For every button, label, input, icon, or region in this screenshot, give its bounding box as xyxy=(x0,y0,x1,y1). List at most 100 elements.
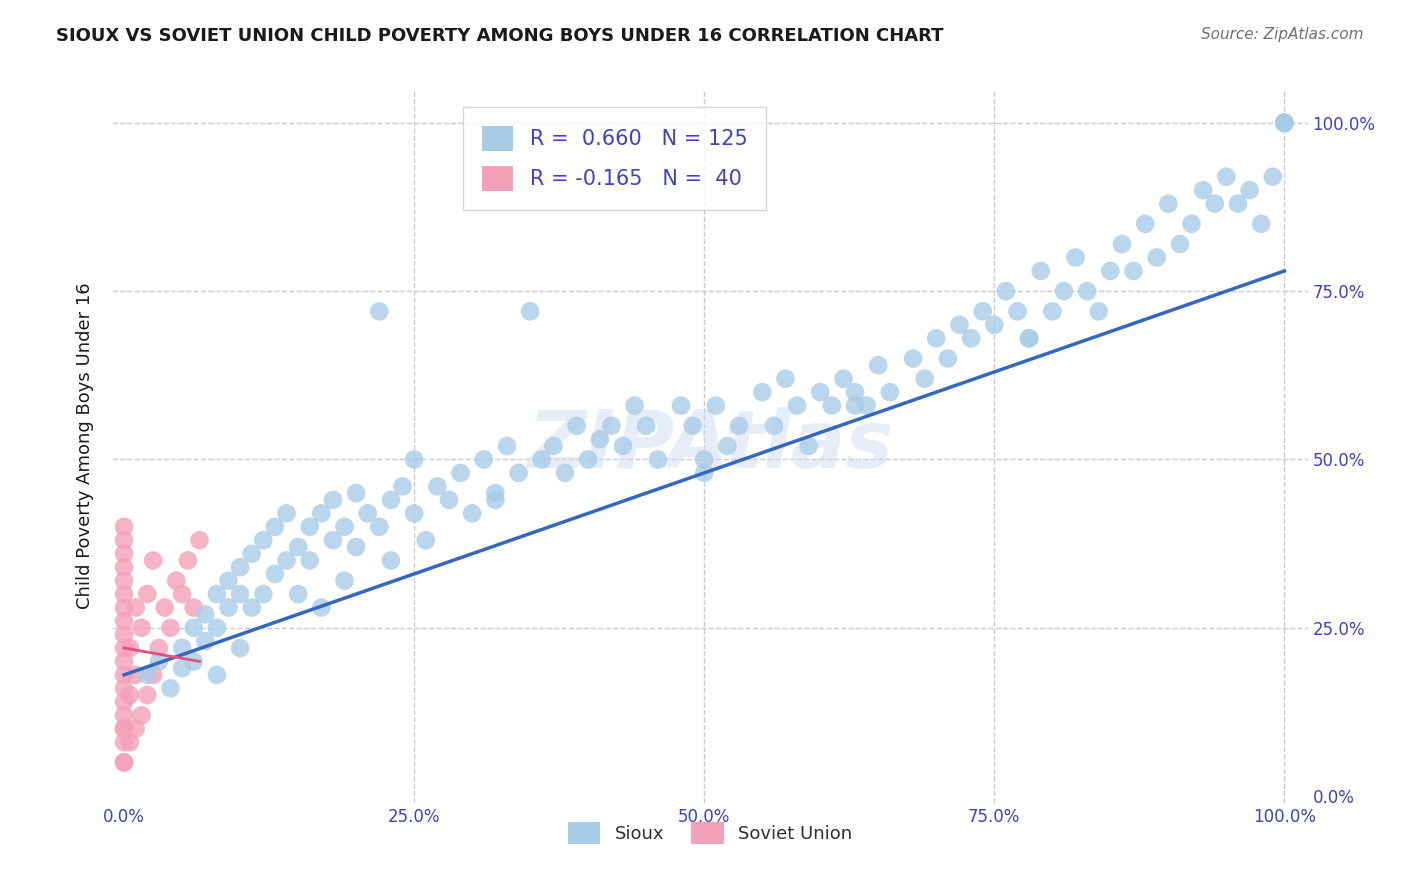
Point xyxy=(994,284,1017,298)
Point xyxy=(118,640,141,655)
Point xyxy=(832,372,855,386)
Point xyxy=(1180,217,1202,231)
Point xyxy=(960,331,983,345)
Point xyxy=(1226,196,1249,211)
Point xyxy=(172,640,194,655)
Point xyxy=(461,506,484,520)
Point xyxy=(565,418,588,433)
Text: ZIPAtlas: ZIPAtlas xyxy=(527,407,893,485)
Point xyxy=(252,587,274,601)
Point xyxy=(344,486,367,500)
Point xyxy=(1111,237,1133,252)
Point xyxy=(118,735,141,749)
Point xyxy=(693,466,716,480)
Point xyxy=(148,640,170,655)
Point xyxy=(1261,169,1284,184)
Point xyxy=(252,533,274,548)
Point xyxy=(112,640,135,655)
Point xyxy=(391,479,413,493)
Point xyxy=(1040,304,1063,318)
Point xyxy=(855,399,877,413)
Point xyxy=(125,600,148,615)
Point xyxy=(762,418,785,433)
Point xyxy=(1168,237,1191,252)
Point xyxy=(879,385,901,400)
Point xyxy=(112,756,135,770)
Point xyxy=(357,506,380,520)
Point xyxy=(1133,217,1156,231)
Point xyxy=(623,399,645,413)
Point xyxy=(636,418,658,433)
Y-axis label: Child Poverty Among Boys Under 16: Child Poverty Among Boys Under 16 xyxy=(76,283,94,609)
Point xyxy=(600,418,623,433)
Point xyxy=(229,640,252,655)
Point xyxy=(112,600,135,615)
Text: SIOUX VS SOVIET UNION CHILD POVERTY AMONG BOYS UNDER 16 CORRELATION CHART: SIOUX VS SOVIET UNION CHILD POVERTY AMON… xyxy=(56,27,943,45)
Point xyxy=(1087,304,1109,318)
Point xyxy=(333,574,356,588)
Point xyxy=(472,452,495,467)
Point xyxy=(380,492,402,507)
Point xyxy=(322,533,344,548)
Point xyxy=(901,351,924,366)
Point xyxy=(1146,251,1168,265)
Point xyxy=(1192,183,1215,197)
Point xyxy=(131,621,153,635)
Point xyxy=(797,439,820,453)
Point xyxy=(415,533,437,548)
Point xyxy=(229,560,252,574)
Point xyxy=(948,318,970,332)
Point xyxy=(936,351,959,366)
Point xyxy=(844,385,866,400)
Point xyxy=(276,506,298,520)
Point xyxy=(159,621,181,635)
Point xyxy=(112,722,135,736)
Point xyxy=(437,492,460,507)
Point xyxy=(205,587,228,601)
Point xyxy=(112,574,135,588)
Point xyxy=(1250,217,1272,231)
Point xyxy=(112,614,135,628)
Point xyxy=(112,547,135,561)
Point xyxy=(112,627,135,641)
Point xyxy=(612,439,634,453)
Point xyxy=(112,681,135,696)
Point xyxy=(589,432,612,446)
Point xyxy=(1122,264,1144,278)
Point xyxy=(344,540,367,554)
Point xyxy=(972,304,994,318)
Point xyxy=(112,533,135,548)
Point xyxy=(136,668,159,682)
Point xyxy=(112,735,135,749)
Point xyxy=(205,668,228,682)
Point xyxy=(153,600,176,615)
Point xyxy=(112,708,135,723)
Point xyxy=(194,607,217,622)
Point xyxy=(751,385,773,400)
Point xyxy=(554,466,576,480)
Point xyxy=(728,418,751,433)
Point xyxy=(194,634,217,648)
Point xyxy=(240,547,263,561)
Point xyxy=(287,587,309,601)
Point xyxy=(1007,304,1029,318)
Point xyxy=(669,399,692,413)
Point xyxy=(693,452,716,467)
Text: Source: ZipAtlas.com: Source: ZipAtlas.com xyxy=(1201,27,1364,42)
Point xyxy=(450,466,472,480)
Point xyxy=(112,756,135,770)
Point xyxy=(983,318,1005,332)
Point xyxy=(205,621,228,635)
Point xyxy=(311,600,333,615)
Point xyxy=(112,520,135,534)
Point xyxy=(543,439,565,453)
Point xyxy=(172,587,194,601)
Point xyxy=(1018,331,1040,345)
Point xyxy=(496,439,519,453)
Point xyxy=(322,492,344,507)
Point xyxy=(1029,264,1052,278)
Point xyxy=(1099,264,1122,278)
Point xyxy=(1272,116,1295,130)
Point xyxy=(112,722,135,736)
Point xyxy=(183,600,205,615)
